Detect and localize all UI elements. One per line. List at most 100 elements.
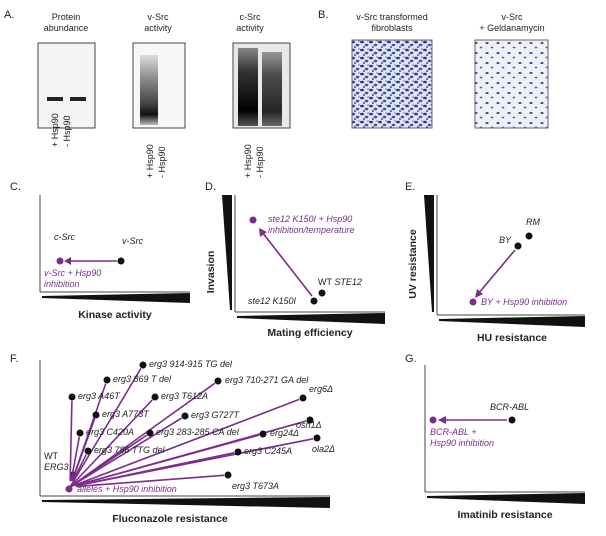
treated-label: alleles + Hsp90 inhibition: [77, 484, 177, 494]
point: [469, 298, 477, 306]
wedge: [427, 493, 585, 504]
point: [525, 232, 533, 240]
panel-label: C.: [10, 181, 21, 193]
point: [306, 416, 314, 424]
treated-label: Hsp90 inhibition: [430, 438, 494, 448]
panel-label: G.: [405, 353, 417, 365]
panel-e: E. UV resistance HU resistance RM BY BY …: [405, 181, 585, 344]
axis-title: Mating efficiency: [267, 327, 352, 339]
lane-label: - Hsp90: [157, 146, 167, 178]
arrow: [261, 231, 313, 297]
point: [259, 430, 267, 438]
wedge: [237, 313, 385, 324]
panel-label: A.: [4, 9, 14, 21]
axis-title: Invasion: [205, 251, 217, 294]
arrowhead: [438, 416, 446, 424]
wedge: [222, 195, 232, 310]
lane-smear: [262, 52, 282, 126]
arrow: [74, 434, 148, 485]
point: [181, 412, 189, 420]
point: [68, 393, 76, 401]
allele-label: erg3 283-285 CA del: [156, 427, 240, 437]
blot-title: activity: [144, 23, 172, 33]
arrow: [74, 417, 183, 485]
blot-title: abundance: [44, 23, 89, 33]
arrow: [74, 382, 216, 485]
blot-title: activity: [236, 23, 264, 33]
point: [313, 434, 321, 442]
point: [508, 416, 516, 424]
band: [47, 97, 63, 101]
treated-label: ste12 K150I + Hsp90: [268, 214, 352, 224]
axis-title: Imatinib resistance: [457, 509, 552, 521]
lane-label: + Hsp90: [243, 144, 253, 178]
point: [318, 289, 326, 297]
lane-label: + Hsp90: [145, 144, 155, 178]
blot-title: Protein: [52, 12, 81, 22]
arrow: [75, 420, 307, 487]
allele-label: erg3 A773T: [102, 409, 150, 419]
arrowhead: [64, 257, 71, 265]
point-label: BY: [499, 235, 512, 245]
gene-label: STE12: [334, 277, 362, 287]
arrow: [477, 249, 516, 295]
treated-label: BCR-ABL +: [430, 427, 477, 437]
image-title: + Geldanamycin: [479, 23, 544, 33]
arrow: [73, 399, 153, 484]
lane-label: + Hsp90: [50, 113, 60, 147]
treated-label: inhibition: [44, 279, 80, 289]
arrow: [75, 437, 314, 487]
wedge: [439, 316, 585, 327]
lane-smear: [238, 48, 258, 126]
wedge: [42, 497, 330, 508]
point: [56, 257, 64, 265]
gene-label: ERG3: [44, 462, 69, 472]
micrograph: [351, 39, 433, 129]
point: [84, 447, 92, 455]
point-label: c-Src: [54, 232, 75, 242]
panel-d: D. Invasion Mating efficiency ste12 K150…: [205, 181, 385, 339]
panel-g: G. Imatinib resistance BCR-ABL BCR-ABL +…: [405, 353, 585, 521]
panel-label: B.: [318, 9, 328, 21]
image-title: fibroblasts: [371, 23, 413, 33]
lane-label: - Hsp90: [62, 115, 72, 147]
allele-label: erg3 914-915 TG del: [149, 359, 233, 369]
allele-label: erg3 710-271 GA del: [225, 375, 309, 385]
wedge: [424, 195, 434, 312]
point: [151, 393, 159, 401]
panel-c: C. Kinase activity c-Src v-Src v-Src + H…: [10, 181, 190, 321]
arrow: [75, 474, 225, 488]
allele-label: erg24Δ: [270, 428, 299, 438]
allele-label: erg3 869 T del: [113, 374, 172, 384]
point: [76, 429, 84, 437]
treated-label: v-Src + Hsp90: [44, 268, 101, 278]
axis-title: Kinase activity: [78, 309, 152, 321]
arrow: [71, 418, 96, 482]
allele-label: erg3 G727T: [191, 410, 241, 420]
panel-a: A. Protein abundance + Hsp90 - Hsp90 v-S…: [4, 9, 291, 178]
wt-label: WT: [44, 451, 58, 461]
arrow: [75, 398, 300, 486]
lane-smear: [140, 55, 158, 125]
point: [146, 429, 154, 437]
point: [117, 257, 125, 265]
wt-label: WT: [318, 277, 332, 287]
point: [299, 394, 307, 402]
axis-title: UV resistance: [407, 229, 419, 299]
point: [139, 361, 147, 369]
point: [234, 448, 242, 456]
point-label: ste12 K150I: [248, 296, 297, 306]
lane-label: - Hsp90: [255, 146, 265, 178]
panel-label: D.: [205, 181, 216, 193]
allele-label: erg3 T673A: [232, 481, 279, 491]
allele-label: osh1Δ: [296, 420, 322, 430]
wedge: [42, 293, 190, 303]
arrow: [70, 436, 81, 482]
treated-label: BY + Hsp90 inhibition: [481, 297, 567, 307]
point: [429, 416, 437, 424]
allele-label: erg6Δ: [309, 384, 333, 394]
image-title: v-Src transformed: [356, 12, 428, 22]
allele-label: erg3 T612A: [161, 391, 208, 401]
arrow: [72, 368, 142, 483]
